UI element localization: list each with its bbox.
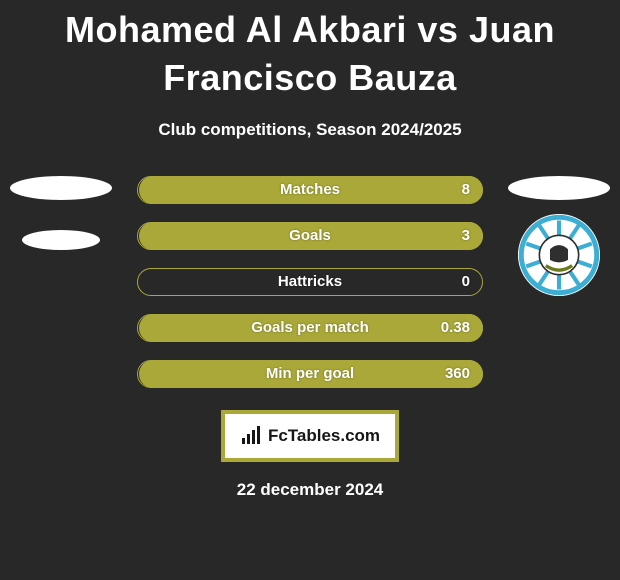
bar-chart-icon — [240, 424, 264, 448]
stat-row: Goals3 — [137, 222, 483, 250]
player-left-column — [6, 176, 116, 250]
stats-area: Matches8Goals3Hattricks0Goals per match0… — [0, 176, 620, 388]
date-label: 22 december 2024 — [0, 480, 620, 500]
stat-row: Min per goal360 — [137, 360, 483, 388]
stat-value-right: 360 — [445, 361, 470, 387]
stat-row: Goals per match0.38 — [137, 314, 483, 342]
stat-label: Goals — [138, 223, 482, 249]
site-logo: FcTables.com — [221, 410, 399, 462]
stat-label: Matches — [138, 177, 482, 203]
player-right-column — [504, 176, 614, 296]
stat-value-right: 0.38 — [441, 315, 470, 341]
page-title: Mohamed Al Akbari vs Juan Francisco Bauz… — [0, 0, 620, 102]
player-left-nameplate — [10, 176, 112, 200]
stat-label: Min per goal — [138, 361, 482, 387]
stat-value-right: 8 — [462, 177, 470, 203]
stat-row: Hattricks0 — [137, 268, 483, 296]
site-logo-text: FcTables.com — [268, 426, 380, 446]
stat-row: Matches8 — [137, 176, 483, 204]
player-right-club-crest — [518, 214, 600, 296]
stat-label: Hattricks — [138, 269, 482, 295]
stat-value-right: 3 — [462, 223, 470, 249]
player-left-club-nameplate — [22, 230, 100, 250]
stat-label: Goals per match — [138, 315, 482, 341]
player-right-nameplate — [508, 176, 610, 200]
stat-value-right: 0 — [462, 269, 470, 295]
crest-icon — [518, 214, 600, 296]
stat-bars: Matches8Goals3Hattricks0Goals per match0… — [137, 176, 483, 388]
subtitle: Club competitions, Season 2024/2025 — [0, 120, 620, 140]
